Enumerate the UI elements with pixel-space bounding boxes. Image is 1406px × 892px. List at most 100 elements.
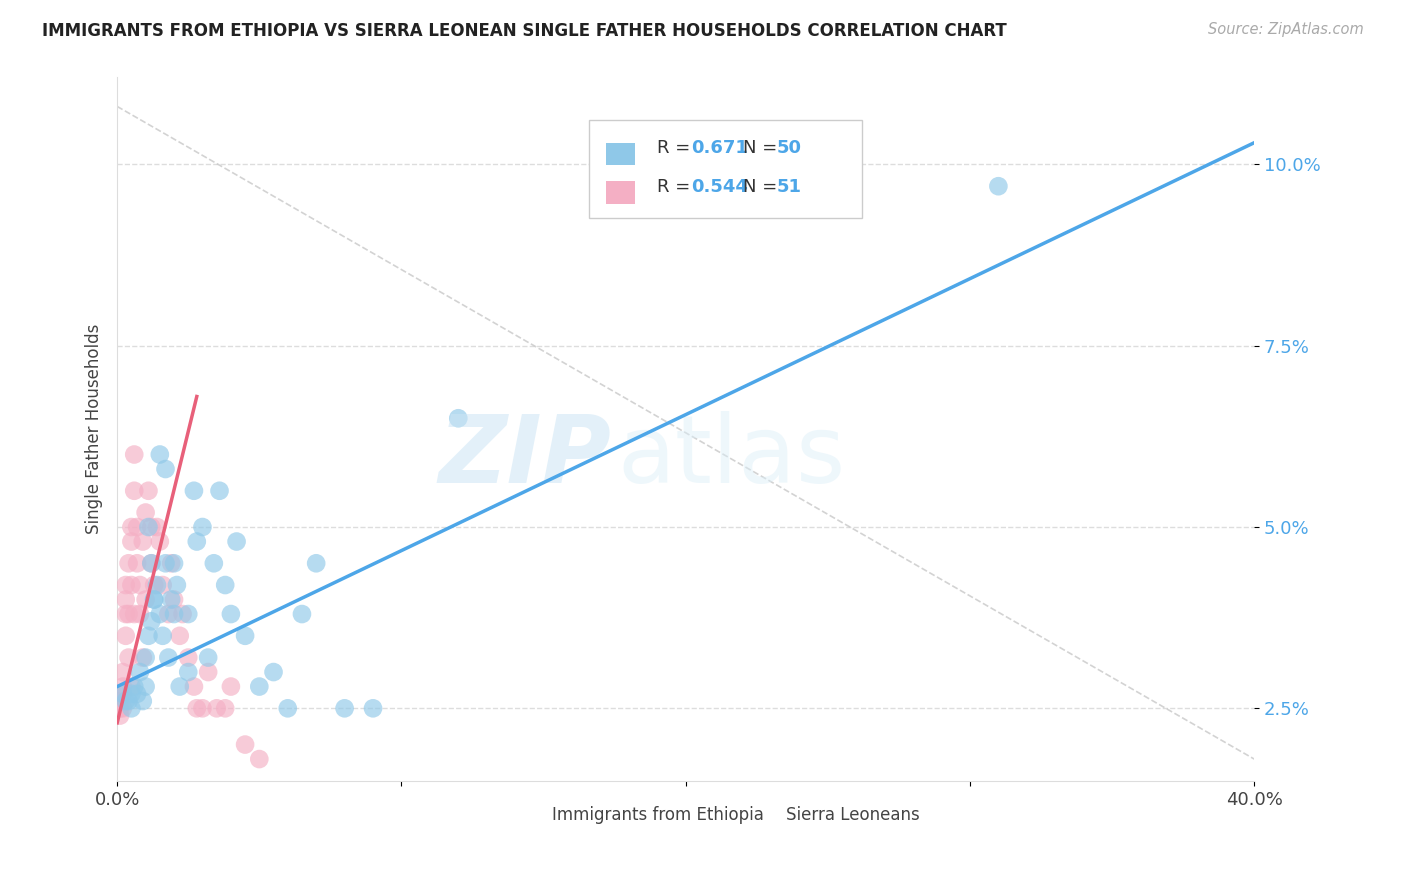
- Point: [361, 701, 384, 715]
- Point: [155, 556, 177, 570]
- Bar: [606, 181, 634, 204]
- Y-axis label: Single Father Households: Single Father Households: [86, 324, 103, 534]
- Point: [233, 629, 256, 643]
- Point: [214, 701, 236, 715]
- Point: [127, 520, 149, 534]
- Point: [205, 701, 228, 715]
- Point: [111, 687, 134, 701]
- Point: [114, 592, 136, 607]
- Text: R =: R =: [657, 139, 696, 158]
- Point: [987, 179, 1010, 194]
- Point: [132, 534, 155, 549]
- Point: [191, 701, 214, 715]
- Point: [169, 680, 191, 694]
- Point: [447, 411, 470, 425]
- Point: [120, 680, 142, 694]
- Point: [305, 556, 328, 570]
- Point: [152, 578, 174, 592]
- Point: [122, 607, 145, 621]
- Text: atlas: atlas: [617, 411, 846, 503]
- Point: [149, 534, 172, 549]
- Point: [166, 578, 188, 592]
- Point: [214, 578, 236, 592]
- Point: [143, 592, 166, 607]
- Point: [149, 607, 172, 621]
- Point: [135, 650, 157, 665]
- Point: [141, 615, 163, 629]
- Point: [191, 520, 214, 534]
- Point: [146, 578, 169, 592]
- Point: [186, 701, 208, 715]
- Text: Source: ZipAtlas.com: Source: ZipAtlas.com: [1208, 22, 1364, 37]
- Text: Sierra Leoneans: Sierra Leoneans: [786, 806, 920, 824]
- Text: 0.544: 0.544: [692, 178, 748, 196]
- Point: [122, 448, 145, 462]
- Point: [233, 738, 256, 752]
- Point: [129, 607, 152, 621]
- Point: [225, 534, 247, 549]
- Point: [152, 629, 174, 643]
- Point: [219, 680, 242, 694]
- Point: [138, 520, 160, 534]
- Point: [117, 694, 139, 708]
- Point: [157, 650, 180, 665]
- Point: [177, 607, 200, 621]
- Point: [138, 629, 160, 643]
- Point: [120, 578, 142, 592]
- Point: [291, 607, 314, 621]
- Point: [160, 556, 183, 570]
- Point: [143, 592, 166, 607]
- Point: [163, 607, 186, 621]
- Point: [117, 607, 139, 621]
- Point: [127, 556, 149, 570]
- Point: [155, 462, 177, 476]
- Point: [219, 607, 242, 621]
- FancyBboxPatch shape: [589, 120, 862, 219]
- Point: [149, 448, 172, 462]
- Point: [183, 680, 205, 694]
- Point: [135, 592, 157, 607]
- Point: [186, 534, 208, 549]
- Point: [177, 665, 200, 679]
- Point: [132, 694, 155, 708]
- Text: 51: 51: [776, 178, 801, 196]
- Point: [120, 534, 142, 549]
- Point: [197, 650, 219, 665]
- Point: [114, 607, 136, 621]
- Point: [108, 708, 131, 723]
- Point: [117, 650, 139, 665]
- Point: [111, 680, 134, 694]
- Point: [122, 680, 145, 694]
- Point: [120, 701, 142, 715]
- Point: [172, 607, 194, 621]
- Point: [108, 694, 131, 708]
- Point: [114, 578, 136, 592]
- Text: 50: 50: [776, 139, 801, 158]
- Point: [132, 650, 155, 665]
- Bar: [606, 143, 634, 165]
- Point: [114, 629, 136, 643]
- Point: [120, 687, 142, 701]
- Point: [263, 665, 285, 679]
- Text: 0.671: 0.671: [692, 139, 748, 158]
- Text: ZIP: ZIP: [439, 411, 612, 503]
- Point: [111, 701, 134, 715]
- Point: [197, 665, 219, 679]
- Point: [108, 701, 131, 715]
- Point: [111, 665, 134, 679]
- Point: [160, 592, 183, 607]
- Point: [163, 556, 186, 570]
- Point: [247, 680, 270, 694]
- Point: [129, 665, 152, 679]
- Point: [135, 506, 157, 520]
- Point: [157, 607, 180, 621]
- Point: [277, 701, 299, 715]
- Bar: [520, 807, 546, 823]
- Text: N =: N =: [742, 178, 783, 196]
- Point: [141, 556, 163, 570]
- Point: [177, 650, 200, 665]
- Point: [141, 520, 163, 534]
- Text: IMMIGRANTS FROM ETHIOPIA VS SIERRA LEONEAN SINGLE FATHER HOUSEHOLDS CORRELATION : IMMIGRANTS FROM ETHIOPIA VS SIERRA LEONE…: [42, 22, 1007, 40]
- Point: [114, 694, 136, 708]
- Point: [122, 483, 145, 498]
